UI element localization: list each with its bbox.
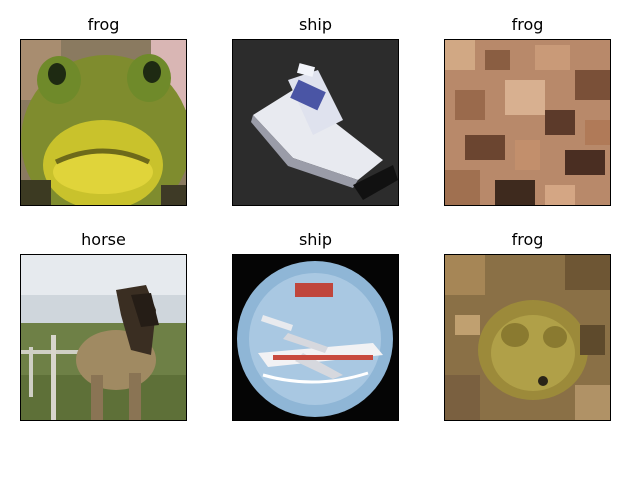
panel-title: horse (81, 230, 126, 249)
panel-title: frog (511, 15, 544, 34)
white-boat-image (232, 39, 399, 206)
camouflaged-frog-image (444, 39, 611, 206)
panel-title: ship (298, 230, 333, 249)
horse-image (20, 254, 187, 421)
frog-in-leaves-image (444, 254, 611, 421)
panel-title: frog (87, 15, 120, 34)
panel-title: frog (511, 230, 544, 249)
panel-title: ship (298, 15, 333, 34)
circular-badge-image (232, 254, 399, 421)
frog-face-image (20, 39, 187, 206)
